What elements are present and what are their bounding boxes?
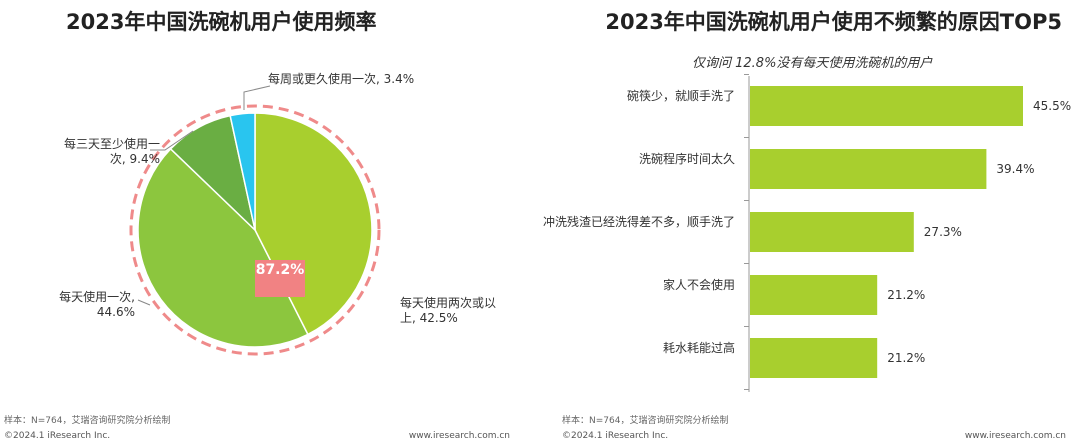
reason-bar-1 — [750, 86, 1023, 126]
reason-category-label-2: 洗碗程序时间太久 — [639, 151, 735, 166]
left-website: www.iresearch.com.cn — [408, 431, 510, 441]
leader-line-every-three-days — [150, 130, 194, 151]
frequency-pie-chart — [129, 85, 381, 356]
daily-users-total-badge: 87.2% — [255, 260, 305, 297]
reasons-bar-chart: 碗筷少，就顺手洗了 45.5% 洗碗程序时间太久 39.4% 冲洗残渣已经洗得差不多，顺… — [543, 74, 1071, 392]
reasons-chart-subtitle: 仅询问 12.8%没有每天使用洗碗机的用户 — [692, 56, 933, 71]
reason-value-label-2: 39.4% — [996, 162, 1034, 176]
reason-value-label-5: 21.2% — [887, 351, 925, 365]
frequency-chart-panel: 2023年中国洗碗机用户使用频率 每天使用两次或以上, 42.5% 每天使用一次… — [0, 0, 520, 448]
right-sample-footnote: 样本：N=764，艾瑞咨询研究院分析绘制 — [562, 416, 729, 426]
left-copyright: ©2024.1 iResearch Inc. — [4, 431, 111, 441]
leader-line-weekly — [243, 85, 271, 110]
reason-bar-2 — [750, 149, 987, 189]
reason-value-label-3: 27.3% — [924, 225, 962, 239]
daily-users-dashed-ring — [129, 104, 381, 356]
reason-bar-4 — [750, 275, 878, 315]
reason-category-label-1: 碗筷少，就顺手洗了 — [627, 88, 735, 103]
leader-line-daily-once — [137, 299, 151, 306]
slice-label-twice-daily: 每天使用两次或以上, 42.5% — [400, 296, 497, 325]
slice-label-every-three-days: 每三天至少使用一次, 9.4% — [64, 137, 161, 166]
pie-slice-once-daily — [137, 147, 309, 348]
left-sample-footnote: 样本：N=764，艾瑞咨询研究院分析绘制 — [4, 416, 171, 426]
reason-bar-3 — [750, 212, 914, 252]
reason-category-label-5: 耗水耗能过高 — [663, 340, 735, 355]
reason-category-label-4: 家人不会使用 — [663, 277, 735, 292]
slice-label-weekly: 每周或更久使用一次, 3.4% — [268, 72, 415, 86]
right-website: www.iresearch.com.cn — [964, 431, 1066, 441]
frequency-chart-title: 2023年中国洗碗机用户使用频率 — [66, 10, 377, 34]
reason-category-label-3: 冲洗残渣已经洗得差不多，顺手洗了 — [543, 214, 735, 229]
reason-value-label-1: 45.5% — [1033, 99, 1071, 113]
pie-slice-weekly — [229, 112, 256, 231]
reason-bar-5 — [750, 338, 878, 378]
reasons-chart-title: 2023年中国洗碗机用户使用不频繁的原因TOP5 — [605, 10, 1062, 34]
reasons-chart-panel: 2023年中国洗碗机用户使用不频繁的原因TOP5 仅询问 12.8%没有每天使用… — [540, 0, 1080, 448]
slice-label-once-daily: 每天使用一次, 44.6% — [59, 290, 135, 319]
reason-value-label-4: 21.2% — [887, 288, 925, 302]
right-copyright: ©2024.1 iResearch Inc. — [562, 431, 669, 441]
